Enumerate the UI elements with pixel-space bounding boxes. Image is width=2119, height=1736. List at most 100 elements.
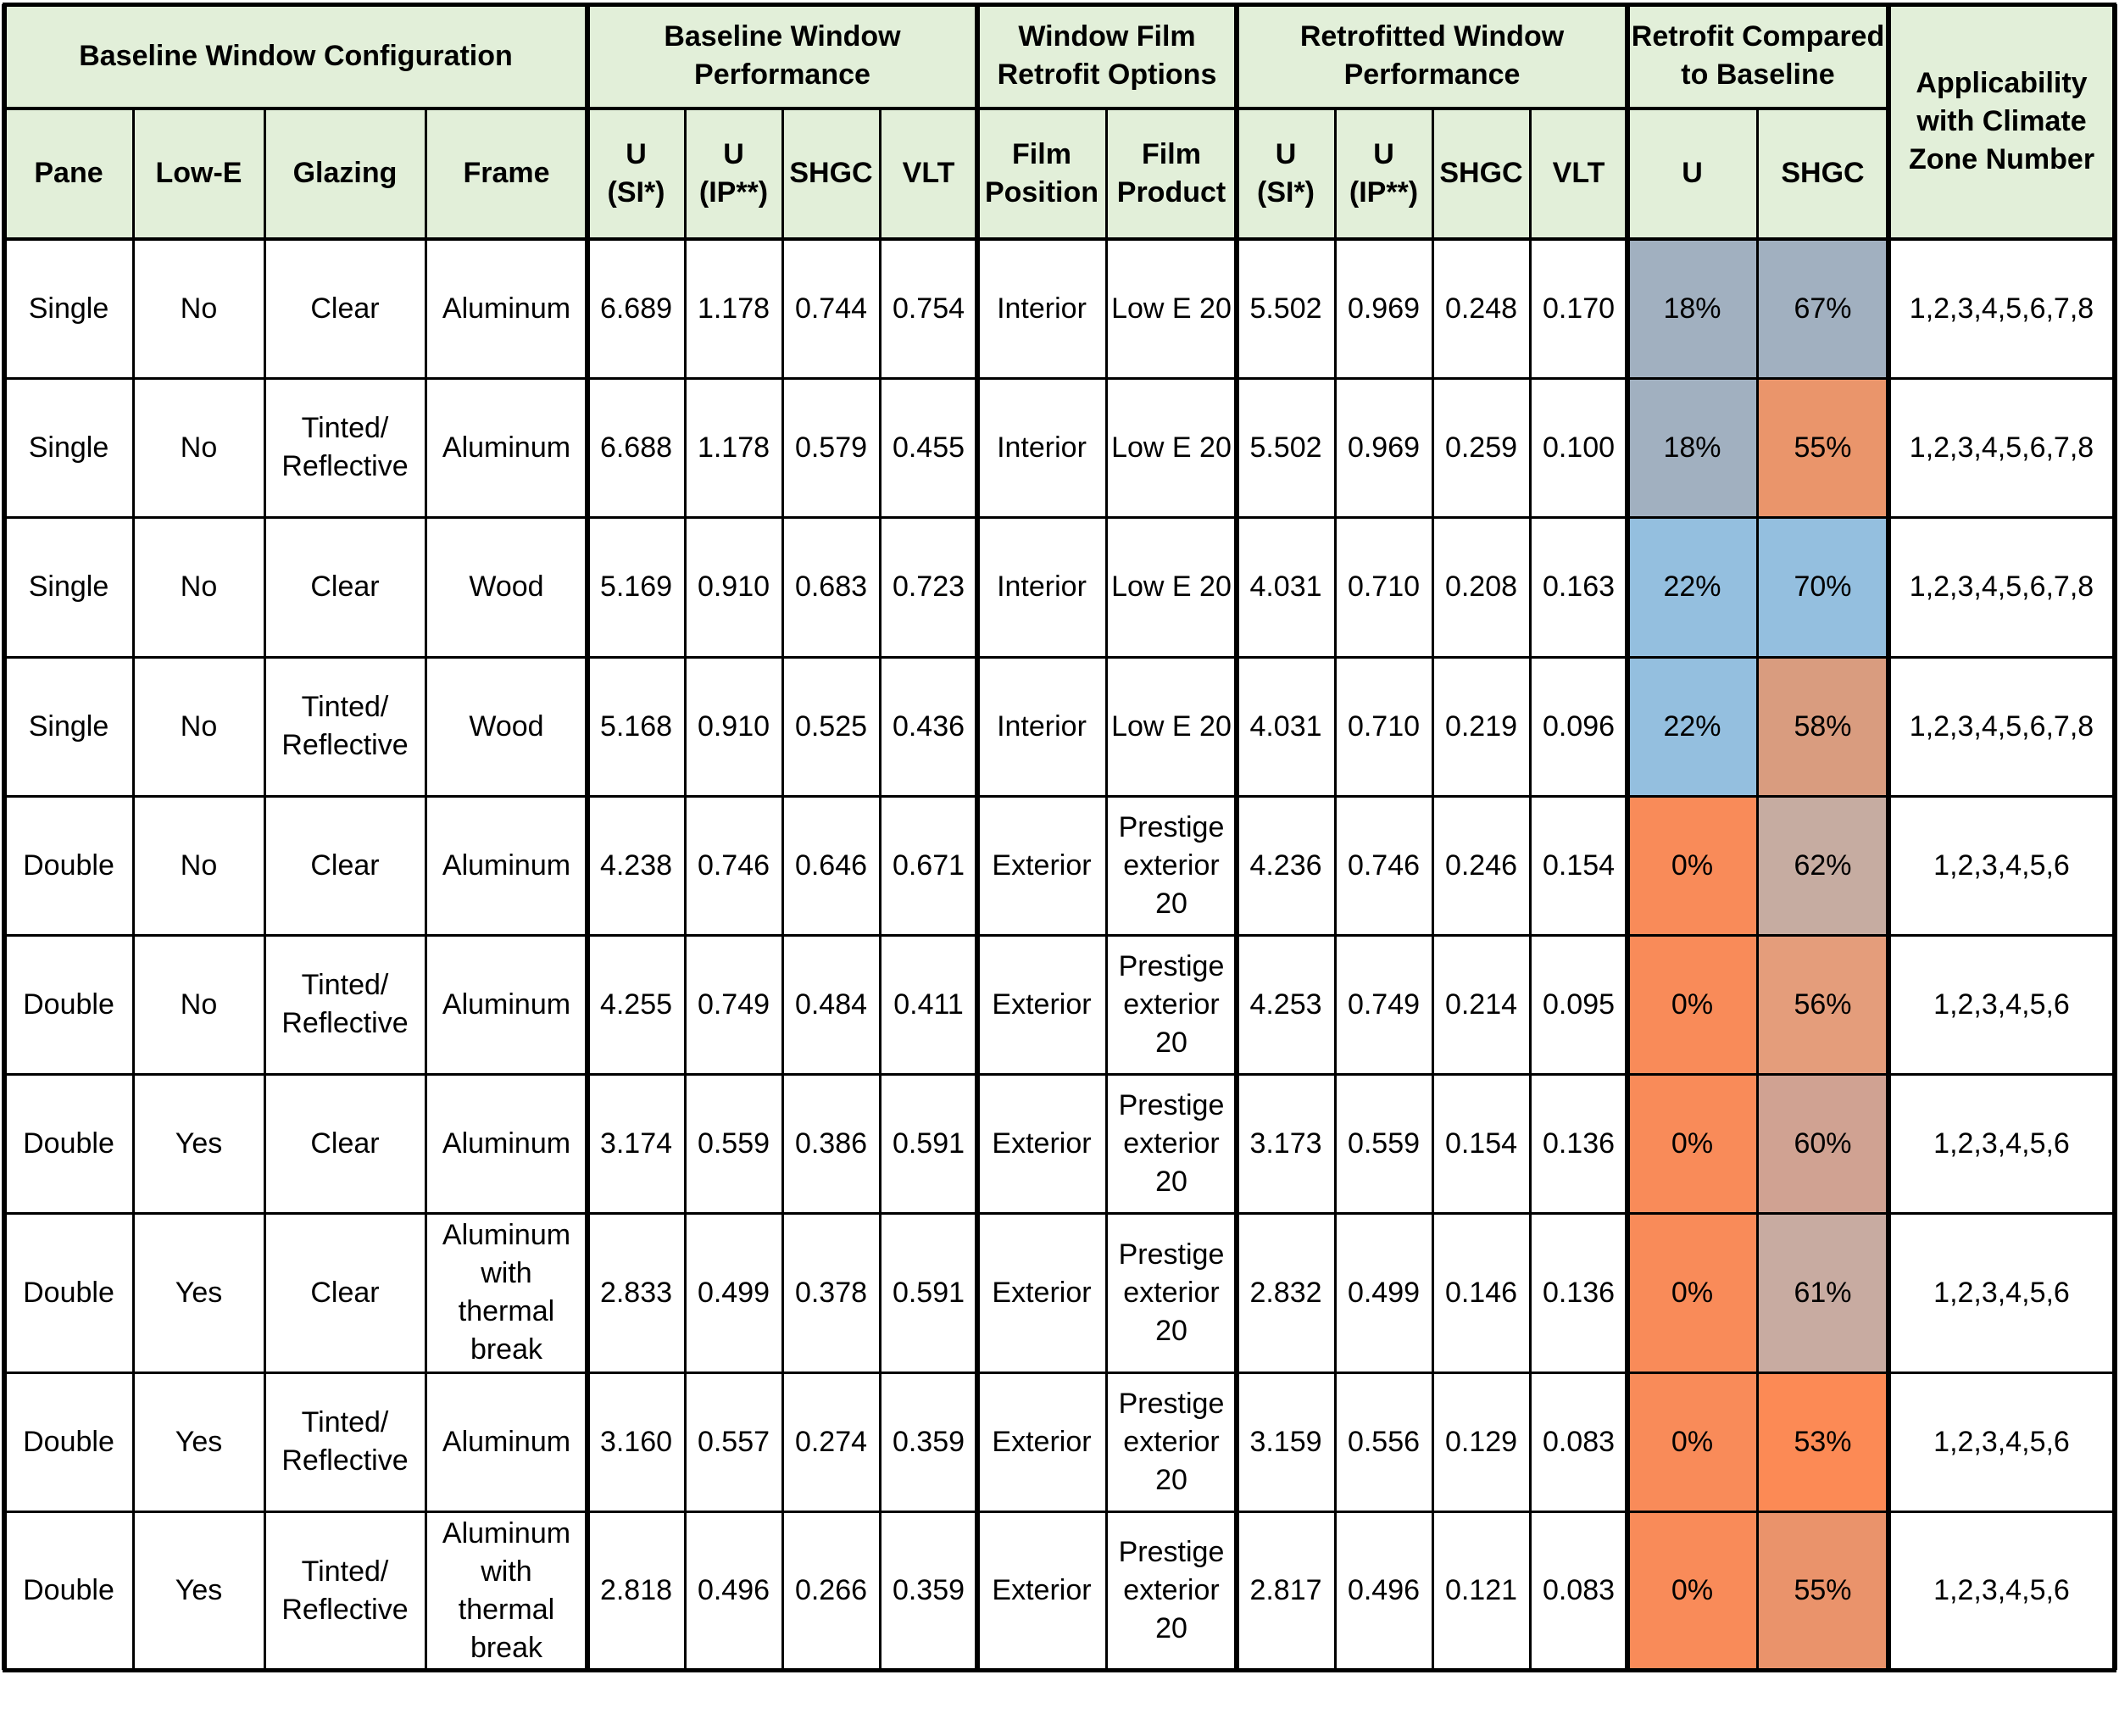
cell-base-shgc: 0.525 [782,657,880,796]
cell-film-position-text: Exterior [992,1425,1092,1458]
column-header-glazing-text: Glazing [292,157,398,189]
cell-base-vlt-text: 0.671 [892,849,965,882]
cell-retro-vlt: 0.096 [1530,657,1627,796]
cell-pane: Double [4,1074,133,1213]
cell-glazing-text: Clear [310,570,380,603]
cell-low-e: Yes [133,1372,264,1511]
cell-frame-text: Wood [469,709,544,743]
cell-frame-text: Aluminum [442,292,571,325]
cell-low-e: No [133,935,264,1074]
cell-retro-u-si: 5.502 [1237,378,1335,517]
cell-low-e-text: Yes [175,1574,223,1606]
cell-retro-shgc: 0.129 [1432,1372,1530,1511]
cell-retro-u-ip-text: 0.746 [1347,849,1421,882]
cell-glazing: Clear [264,1213,425,1372]
column-divider [1529,108,1532,1670]
cell-retro-u-si-text: 4.236 [1249,849,1322,882]
cell-climate-zones-text: 1,2,3,4,5,6,7,8 [1909,570,2094,603]
cell-retro-vlt-text: 0.083 [1542,1574,1616,1606]
cell-retro-shgc: 0.248 [1432,239,1530,378]
cell-base-u-si-text: 4.238 [599,849,673,882]
cell-film-position: Exterior [977,796,1106,935]
cell-frame: Aluminum [425,1074,587,1213]
cell-compare-u: 0% [1627,1213,1757,1372]
cell-base-u-si: 3.174 [587,1074,685,1213]
cell-pane: Single [4,517,133,657]
cell-base-u-si: 6.688 [587,378,685,517]
cell-pane-text: Double [23,1127,114,1160]
cell-base-u-si-text: 3.174 [599,1127,673,1160]
column-header-base-u-ip-text: U (IP**) [698,137,769,209]
cell-compare-u-text: 18% [1663,292,1721,325]
cell-film-position-text: Interior [997,570,1087,603]
cell-pane-text: Single [28,431,109,464]
cell-base-shgc: 0.378 [782,1213,880,1372]
cell-film-product: Prestige exterior 20 [1106,796,1237,935]
cell-base-vlt: 0.436 [880,657,977,796]
cell-retro-shgc-text: 0.246 [1444,849,1518,882]
cell-retro-u-ip: 0.749 [1335,935,1432,1074]
cell-retro-vlt: 0.083 [1530,1511,1627,1670]
cell-retro-u-ip-text: 0.710 [1347,570,1421,603]
cell-film-product-text: Low E 20 [1111,709,1232,743]
cell-frame-text: Aluminum with thermal break [442,1516,571,1664]
cell-base-u-ip-text: 0.910 [697,570,770,603]
cell-base-shgc-text: 0.646 [794,849,868,882]
cell-climate-zones: 1,2,3,4,5,6 [1888,1372,2115,1511]
row-divider [4,934,2115,937]
cell-film-position-text: Exterior [992,988,1092,1021]
cell-compare-u: 18% [1627,239,1757,378]
cell-base-u-ip-text: 0.557 [697,1425,770,1458]
cell-retro-u-si: 2.817 [1237,1511,1335,1670]
cell-glazing-text: Tinted/ Reflective [281,691,409,761]
cell-base-vlt: 0.411 [880,935,977,1074]
cell-low-e: No [133,378,264,517]
cell-base-vlt-text: 0.411 [893,988,964,1021]
cell-compare-u-text: 0% [1671,988,1714,1021]
cell-pane: Single [4,657,133,796]
cell-retro-vlt-text: 0.095 [1542,988,1616,1021]
cell-film-product: Prestige exterior 20 [1106,1511,1237,1670]
cell-base-vlt-text: 0.591 [892,1276,965,1309]
cell-retro-u-si-text: 4.253 [1249,988,1322,1021]
cell-base-vlt-text: 0.359 [892,1425,965,1458]
cell-retro-u-ip: 0.556 [1335,1372,1432,1511]
cell-retro-vlt: 0.095 [1530,935,1627,1074]
cell-compare-u: 18% [1627,378,1757,517]
cell-retro-u-ip-text: 0.499 [1347,1276,1421,1309]
cell-film-position: Interior [977,517,1106,657]
column-header-retro-vlt-text: VLT [1552,157,1605,189]
cell-retro-vlt-text: 0.096 [1542,709,1616,743]
cell-retro-shgc-text: 0.121 [1444,1574,1518,1606]
column-header-compare-shgc: SHGC [1757,108,1888,239]
cell-low-e-text: Yes [175,1276,223,1309]
cell-compare-shgc: 61% [1757,1213,1888,1372]
row-divider [4,1212,2115,1215]
table-border-top [3,3,2116,7]
cell-frame: Aluminum [425,1372,587,1511]
column-header-glazing: Glazing [264,108,425,239]
column-header-base-u-ip: U (IP**) [685,108,782,239]
column-header-retro-shgc: SHGC [1432,108,1530,239]
column-header-compare-shgc-text: SHGC [1781,157,1865,189]
cell-base-shgc-text: 0.274 [794,1425,868,1458]
cell-retro-u-ip-text: 0.559 [1347,1127,1421,1160]
cell-pane: Single [4,239,133,378]
group-divider [585,4,590,1670]
cell-film-position-text: Interior [997,292,1087,325]
cell-base-shgc-text: 0.683 [794,570,868,603]
cell-compare-u: 22% [1627,657,1757,796]
cell-climate-zones: 1,2,3,4,5,6 [1888,935,2115,1074]
column-header-film-product-text: Film Product [1116,137,1226,209]
column-header-base-shgc-text: SHGC [789,157,873,189]
cell-base-shgc-text: 0.378 [794,1276,868,1309]
cell-retro-u-ip: 0.746 [1335,796,1432,935]
column-header-compare-u: U [1627,108,1757,239]
cell-low-e-text: No [180,709,218,743]
cell-frame-text: Aluminum [442,988,571,1021]
cell-compare-u: 0% [1627,1511,1757,1670]
cell-pane-text: Single [28,292,109,325]
cell-film-position-text: Exterior [992,849,1092,882]
cell-base-shgc: 0.386 [782,1074,880,1213]
cell-retro-vlt: 0.100 [1530,378,1627,517]
